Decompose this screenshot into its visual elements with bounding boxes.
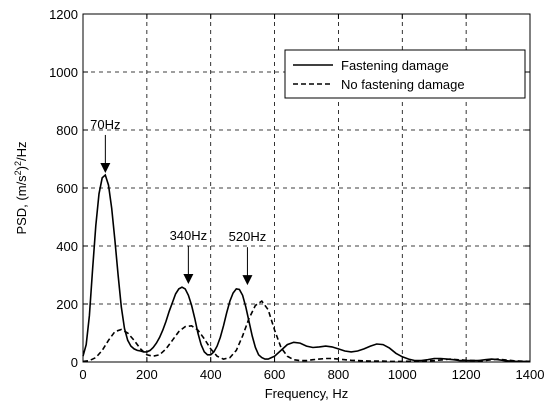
annotation-label: 340Hz <box>170 228 208 243</box>
annotation-label: 520Hz <box>229 229 267 244</box>
x-tick-label: 0 <box>79 367 86 382</box>
x-tick-label: 1000 <box>388 367 417 382</box>
legend-label: No fastening damage <box>341 77 465 92</box>
x-tick-label: 1200 <box>452 367 481 382</box>
y-tick-label: 0 <box>71 355 78 370</box>
y-axis-label-suffix: /Hz <box>14 141 29 161</box>
y-tick-label: 800 <box>56 123 78 138</box>
y-axis-label: PSD, (m/s2)2/Hz <box>13 141 29 234</box>
annotation-arrow-head <box>183 274 194 285</box>
annotation-arrow-head <box>242 275 253 286</box>
y-tick-label: 400 <box>56 239 78 254</box>
annotation-arrow-head <box>100 162 111 173</box>
annotation-label: 70Hz <box>90 117 120 132</box>
series-lines <box>82 173 531 363</box>
plot-frame <box>82 13 531 363</box>
legend-box <box>284 49 526 99</box>
x-tick-label: 1400 <box>516 367 545 382</box>
series-line-fastening-damage <box>82 173 530 363</box>
x-tick-label: 600 <box>264 367 286 382</box>
legend: Fastening damage No fastening damage <box>284 49 526 99</box>
annotations: 70Hz 340Hz 520Hz <box>90 117 267 286</box>
y-axis-label-prefix: PSD, (m/s <box>14 175 29 235</box>
x-tick-label: 800 <box>328 367 350 382</box>
legend-label: Fastening damage <box>341 58 449 73</box>
x-axis-label: Frequency, Hz <box>265 386 349 401</box>
series-line-no-fastening-damage <box>82 300 531 363</box>
x-tick-label: 400 <box>200 367 222 382</box>
y-tick-label: 1000 <box>49 65 78 80</box>
y-axis-label-sup2: 2 <box>13 161 23 166</box>
y-tick-label: 600 <box>56 181 78 196</box>
x-tick-label: 200 <box>136 367 158 382</box>
y-axis-label-mid: ) <box>14 166 29 170</box>
y-tick-label: 1200 <box>49 7 78 22</box>
y-axis-label-sup1: 2 <box>13 170 23 175</box>
y-tick-label: 200 <box>56 297 78 312</box>
